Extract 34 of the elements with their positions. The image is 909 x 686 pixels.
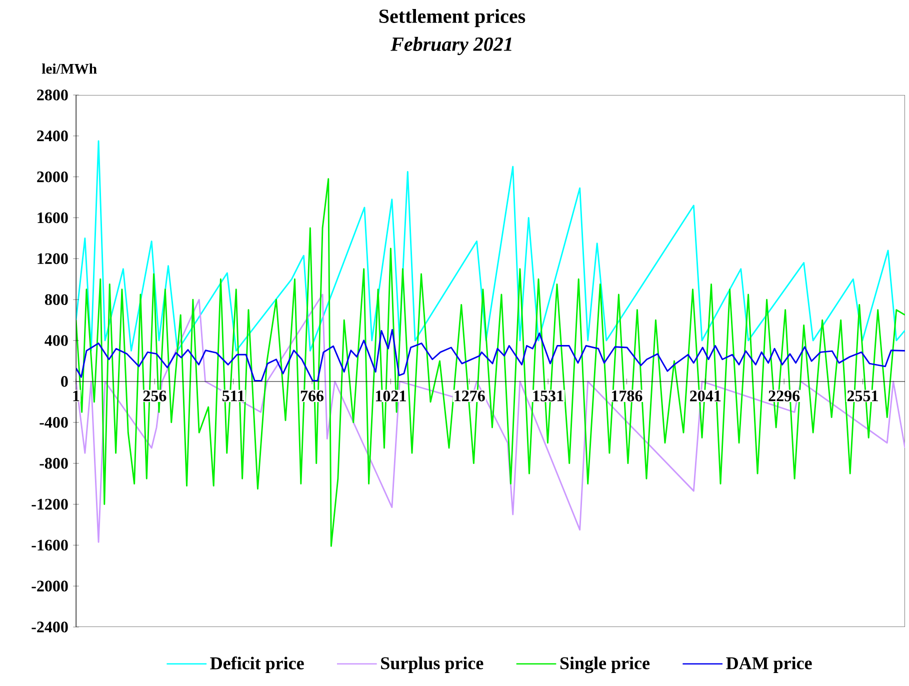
- chart-subtitle: February 2021: [390, 36, 512, 56]
- legend-label: Deficit price: [210, 656, 304, 674]
- y-tick-label: 800: [44, 294, 68, 306]
- x-tick-label: 1: [73, 390, 80, 402]
- y-tick-label: -2000: [32, 580, 68, 592]
- y-tick-label: 0: [61, 376, 68, 387]
- x-tick-label: 766: [300, 390, 324, 402]
- x-tick-label: 1276: [454, 390, 485, 402]
- y-tick-label: 2400: [37, 130, 68, 142]
- x-tick-label: 1021: [376, 390, 406, 402]
- line-series: [76, 328, 906, 382]
- y-tick-label: -2400: [32, 622, 68, 632]
- legend-label: DAM price: [726, 656, 812, 673]
- x-tick-label: 2041: [690, 390, 721, 402]
- x-tick-label: 2551: [847, 390, 878, 402]
- y-tick-label: -400: [40, 416, 68, 428]
- y-tick-label: 2000: [37, 171, 68, 182]
- chart-title: Settlement prices: [379, 8, 526, 28]
- y-tick-label: -1600: [32, 540, 68, 551]
- x-tick-label: 1531: [533, 390, 564, 402]
- y-tick-label: 400: [44, 335, 68, 346]
- y-tick-label: 2800: [37, 90, 68, 100]
- x-tick-label: 2296: [768, 390, 800, 402]
- legend-label: Surplus price: [381, 656, 484, 673]
- x-tick-label: 511: [222, 390, 244, 402]
- x-tick-label: 256: [143, 390, 166, 402]
- y-tick-label: -800: [40, 458, 68, 469]
- y-tick-label: 1600: [38, 212, 68, 224]
- y-tick-label: -1200: [32, 498, 68, 510]
- y-tick-label: 1200: [38, 253, 68, 264]
- line-series: [76, 140, 906, 352]
- x-tick-label: 1786: [612, 390, 642, 402]
- legend-label: Single price: [560, 656, 650, 674]
- y-axis-title: lei/MWh: [42, 63, 97, 74]
